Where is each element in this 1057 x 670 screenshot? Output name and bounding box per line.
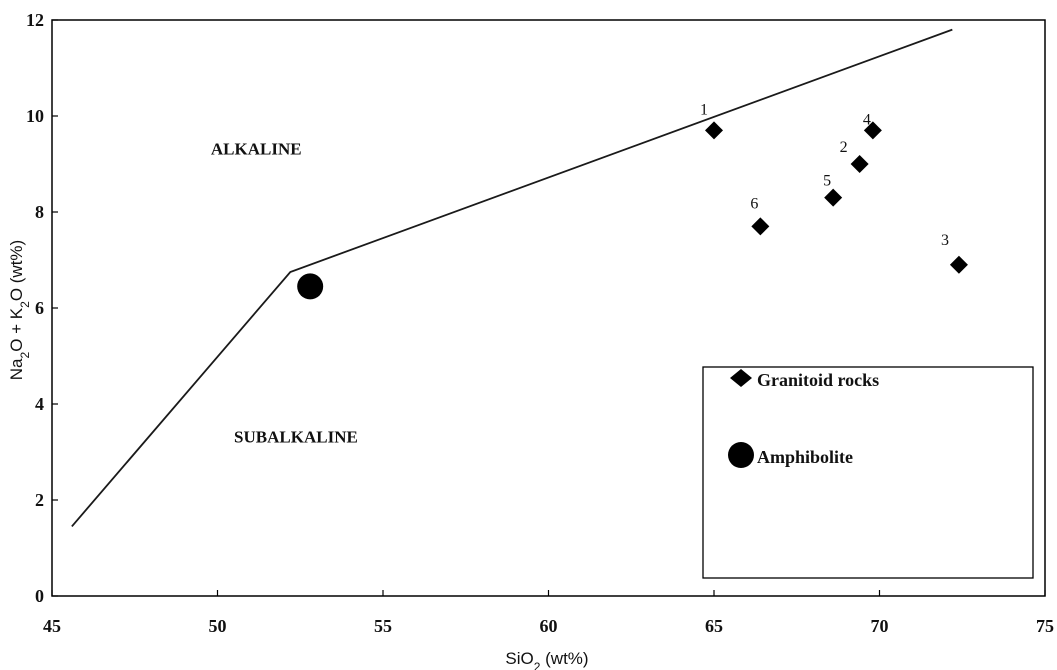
x-tick-label: 70 (871, 616, 889, 636)
y-tick-label: 4 (35, 394, 44, 414)
y-label-text: O (wt%) (7, 240, 26, 301)
alkaline-subalkaline-divider-line (71, 28, 953, 527)
region-label-alkaline: ALKALINE (211, 139, 302, 158)
region-label-subalkaline: SUBALKALINE (234, 427, 358, 446)
x-tick-label: 60 (540, 616, 558, 636)
x-axis-label: SiO2 (wt%) (505, 649, 588, 670)
legend-box (702, 366, 1034, 579)
point-label: 6 (750, 195, 758, 212)
granitoid-diamond-marker (949, 255, 968, 274)
y-tick-label: 12 (26, 10, 44, 30)
granitoid-diamond-marker (850, 155, 869, 173)
y-label-subscript: 2 (18, 301, 32, 308)
point-label: 4 (863, 111, 871, 128)
y-tick-label: 8 (35, 202, 44, 222)
granitoid-diamond-marker (751, 217, 770, 236)
y-label-subscript: 2 (18, 351, 32, 358)
y-axis-label: Na2O + K2O (wt%) (7, 240, 32, 380)
x-label-unit: (wt%) (540, 649, 588, 668)
x-tick-label: 55 (374, 616, 392, 636)
y-axis-ticks: 0 2 4 6 8 10 12 (26, 10, 58, 606)
legend: Granitoid rocks Amphibolite (702, 366, 1034, 579)
x-label-subscript: 2 (534, 660, 541, 670)
x-tick-label: 65 (705, 616, 723, 636)
x-tick-label: 75 (1036, 616, 1054, 636)
x-tick-label: 50 (209, 616, 227, 636)
point-label: 3 (941, 232, 949, 249)
data-markers: 1 2 3 4 5 6 (297, 101, 968, 300)
plot-area (51, 19, 1046, 597)
y-tick-label: 6 (35, 298, 44, 318)
y-tick-label: 10 (26, 106, 44, 126)
granitoid-diamond-marker (705, 121, 723, 140)
legend-label: Granitoid rocks (757, 370, 879, 390)
x-tick-label: 45 (43, 616, 61, 636)
x-label-text: SiO (505, 649, 533, 668)
legend-label: Amphibolite (757, 447, 853, 467)
legend-circle-marker (728, 442, 754, 468)
point-label: 1 (700, 101, 708, 118)
granitoid-diamond-marker (824, 188, 843, 207)
point-label: 5 (823, 173, 831, 190)
granitoid-diamond-marker (863, 121, 882, 140)
legend-diamond-marker (730, 369, 752, 387)
y-label-text: O + K (7, 307, 26, 352)
region-labels: ALKALINE SUBALKALINE (211, 139, 358, 446)
amphibolite-circle-marker (297, 273, 324, 300)
y-label-text: Na (7, 358, 26, 380)
y-tick-label: 0 (35, 586, 44, 606)
point-label: 2 (840, 139, 848, 156)
y-tick-label: 2 (35, 490, 44, 510)
x-axis-ticks: 45 50 55 60 65 70 75 (43, 590, 1054, 636)
